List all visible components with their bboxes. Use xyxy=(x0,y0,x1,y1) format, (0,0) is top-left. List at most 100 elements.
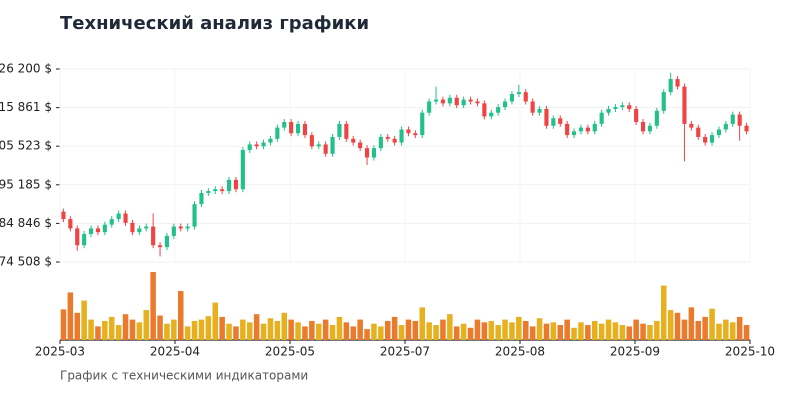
candle-body xyxy=(206,191,211,193)
candle-body xyxy=(282,122,287,128)
candle-body xyxy=(220,189,225,192)
x-tick-label: 2025-10 xyxy=(725,345,775,359)
volume-bar xyxy=(626,326,633,340)
candle-body xyxy=(640,122,646,132)
volume-bar xyxy=(467,327,474,340)
candle-body xyxy=(233,179,239,190)
candle-body xyxy=(606,108,611,113)
volume-bar xyxy=(329,325,336,340)
candle-body xyxy=(723,123,728,130)
x-tick-label: 2025-05 xyxy=(265,345,315,359)
volume-bar xyxy=(585,325,591,340)
candle-body xyxy=(703,136,708,143)
volume-bar xyxy=(723,319,729,340)
volume-bar xyxy=(212,302,219,340)
volume-bar xyxy=(391,316,398,340)
candle-body xyxy=(634,108,639,123)
volume-bar xyxy=(543,323,550,340)
volume-bar xyxy=(578,322,584,340)
volume-bar xyxy=(536,318,543,340)
chart-subtitle: График с техническими индикаторами xyxy=(60,369,308,383)
candle-body xyxy=(440,99,446,104)
volume-bar xyxy=(226,323,232,340)
volume-bar xyxy=(419,307,426,340)
x-tick-label: 2025-04 xyxy=(150,345,200,359)
candle-body xyxy=(654,110,659,126)
volume-bar xyxy=(246,322,253,340)
candle-body xyxy=(151,226,156,246)
y-tick-label: 95 185 $ xyxy=(0,177,52,191)
volume-bar xyxy=(495,325,501,340)
candle-body xyxy=(551,118,556,126)
candle-body xyxy=(337,123,342,137)
volume-bar xyxy=(95,326,101,340)
candle-body xyxy=(295,123,301,134)
candle-body xyxy=(268,138,273,143)
candle-body xyxy=(261,142,266,147)
volume-bar xyxy=(440,319,446,340)
volume-bar xyxy=(177,291,184,340)
candle-body xyxy=(378,136,383,149)
volume-bar xyxy=(502,319,508,340)
candle-body xyxy=(675,79,680,87)
volume-bar xyxy=(509,322,515,340)
candle-body xyxy=(537,108,542,113)
volume-bar xyxy=(405,319,412,340)
volume-bar xyxy=(571,327,577,340)
volume-bar xyxy=(336,316,343,340)
volume-bar xyxy=(681,319,688,340)
volume-bar xyxy=(488,320,495,340)
volume-bar xyxy=(260,323,267,340)
volume-bar xyxy=(695,320,702,340)
volume-bar xyxy=(164,323,170,340)
candle-body xyxy=(592,123,597,132)
volume-bar xyxy=(74,312,81,340)
candle-body xyxy=(364,148,370,158)
volume-bar xyxy=(115,325,122,340)
volume-bar xyxy=(274,320,281,340)
volume-bar xyxy=(460,323,467,340)
candle-body xyxy=(247,144,252,151)
volume-bar xyxy=(640,323,646,340)
chart-title: Технический анализ графики xyxy=(60,13,369,34)
volume-bar xyxy=(309,320,315,340)
volume-bar xyxy=(736,316,743,340)
candle-body xyxy=(558,118,563,124)
volume-bar xyxy=(716,323,722,340)
volume-bar xyxy=(88,319,94,340)
volume-bar xyxy=(378,326,384,340)
candle-body xyxy=(102,224,107,233)
volume-bar xyxy=(143,310,150,340)
volume-bar xyxy=(612,322,619,340)
volume-bar xyxy=(350,326,357,340)
candle-body xyxy=(406,129,411,134)
candle-body xyxy=(578,127,584,132)
volume-bar xyxy=(702,316,708,340)
volume-bar xyxy=(743,325,750,340)
volume-bar xyxy=(557,325,564,340)
candle-body xyxy=(116,213,121,220)
volume-bar xyxy=(729,322,736,340)
volume-bar xyxy=(474,319,481,340)
candle-body xyxy=(682,86,687,124)
candle-body xyxy=(289,122,294,134)
volume-bar xyxy=(433,325,439,340)
volume-bar xyxy=(108,316,115,340)
candle-body xyxy=(468,99,473,102)
volume-bar xyxy=(605,319,612,340)
candle-body xyxy=(240,150,245,190)
candle-body xyxy=(420,112,425,136)
candle-body xyxy=(530,101,535,113)
candle-body xyxy=(661,92,666,111)
candle-body xyxy=(544,108,549,126)
volume-bar xyxy=(357,319,363,340)
candle-body xyxy=(744,125,749,132)
volume-bar xyxy=(647,325,653,340)
candle-body xyxy=(385,136,390,139)
volume-bar xyxy=(591,320,598,340)
volume-bar xyxy=(233,326,239,340)
volume-bar xyxy=(522,320,529,340)
candle-body xyxy=(137,228,142,233)
candle-body xyxy=(275,127,280,139)
